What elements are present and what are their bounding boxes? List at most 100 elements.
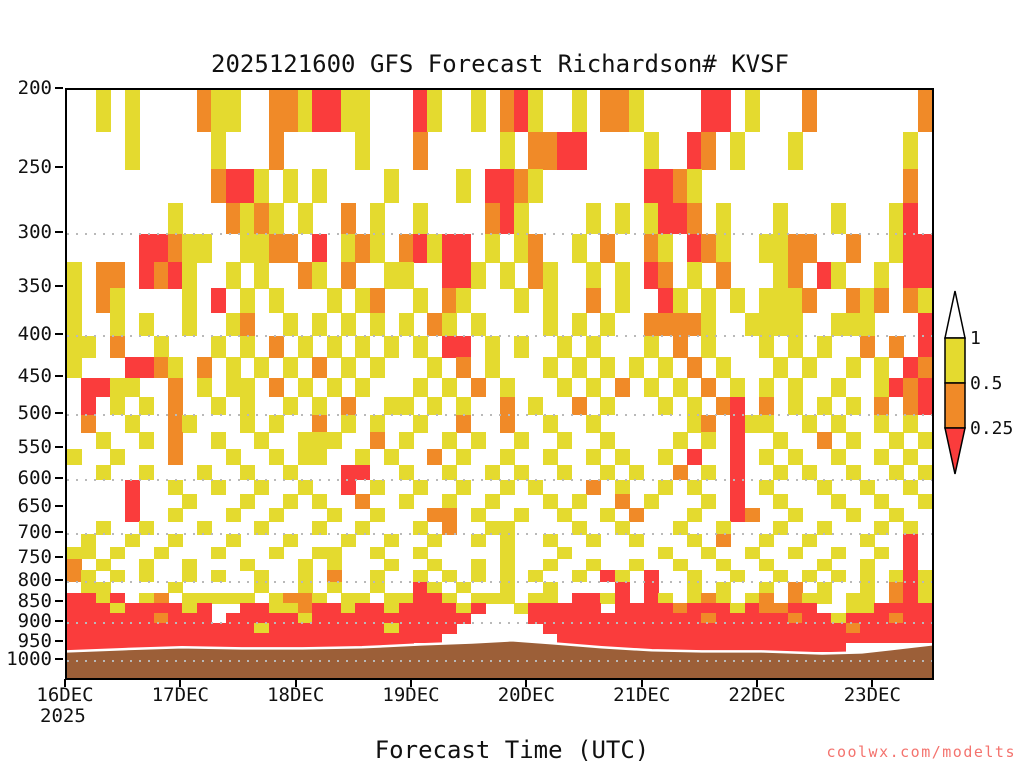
heatmap-cell — [888, 507, 904, 522]
heatmap-cell — [557, 546, 573, 560]
heatmap-cell — [456, 335, 472, 358]
colorbar-band-1 — [944, 337, 966, 384]
heatmap-cell — [441, 613, 457, 624]
heatmap-cell — [211, 90, 227, 133]
heatmap-cell — [413, 633, 428, 644]
heatmap-cell — [225, 169, 241, 204]
heatmap-cell — [600, 312, 616, 337]
heatmap-cell — [297, 432, 313, 450]
heatmap-cell — [81, 414, 97, 433]
heatmap-cell — [903, 288, 919, 314]
heatmap-cell — [340, 613, 356, 624]
heatmap-cell — [845, 613, 861, 624]
heatmap-cell — [888, 464, 904, 481]
heatmap-cell — [513, 603, 529, 614]
heatmap-cell — [903, 202, 919, 235]
heatmap-cell — [81, 613, 97, 624]
heatmap-cell — [802, 534, 818, 548]
heatmap-cell — [744, 603, 760, 614]
heatmap-cell — [211, 633, 227, 644]
heatmap-cell — [672, 288, 688, 314]
heatmap-cell — [297, 90, 313, 133]
heatmap-cell — [139, 396, 155, 416]
heatmap-cell — [672, 377, 688, 398]
heatmap-cell — [600, 623, 616, 634]
heatmap-cell — [629, 623, 645, 634]
heatmap-cell — [586, 613, 601, 624]
heatmap-cell — [686, 262, 702, 290]
heatmap-cell — [643, 603, 659, 614]
heatmap-cell — [413, 603, 428, 614]
heatmap-cell — [787, 448, 803, 466]
heatmap-cell — [413, 90, 428, 133]
heatmap-cell — [413, 131, 428, 170]
heatmap-cell — [715, 396, 731, 416]
heatmap-cell — [182, 288, 198, 314]
heatmap-cell — [240, 202, 255, 235]
heatmap-cell — [456, 613, 472, 624]
heatmap-cell — [398, 494, 414, 509]
heatmap-cell — [701, 335, 717, 358]
heatmap-cell — [730, 570, 746, 583]
heatmap-cell — [586, 558, 601, 571]
heatmap-cell — [326, 507, 342, 522]
heatmap-cell — [413, 335, 428, 358]
heatmap-cell — [845, 592, 861, 604]
heatmap-cell — [629, 642, 645, 653]
heatmap-cell — [211, 288, 227, 314]
heatmap-cell — [95, 90, 111, 133]
heatmap-cell — [715, 603, 731, 614]
y-axis-tick-label: 500 — [17, 401, 52, 424]
heatmap-cell — [67, 623, 82, 634]
heatmap-cell — [225, 592, 241, 604]
heatmap-cell — [240, 414, 255, 433]
heatmap-cell — [297, 581, 313, 594]
y-axis-tick — [55, 600, 63, 603]
heatmap-cell — [759, 288, 774, 314]
heatmap-cell — [139, 613, 155, 624]
heatmap-cell — [643, 312, 659, 337]
heatmap-cell — [369, 570, 385, 583]
heatmap-cell — [730, 642, 746, 653]
heatmap-cell — [167, 414, 183, 433]
heatmap-cell — [686, 507, 702, 522]
y-axis-tick-label: 900 — [17, 610, 52, 633]
heatmap-cell — [355, 90, 371, 133]
heatmap-cell — [730, 131, 746, 170]
heatmap-cell — [427, 448, 443, 466]
heatmap-cell — [672, 603, 688, 614]
heatmap-cell — [312, 592, 328, 604]
heatmap-cell — [802, 570, 818, 583]
heatmap-cell — [254, 581, 270, 594]
watermark-link[interactable]: coolwx.com/modelts — [826, 743, 1016, 761]
heatmap-cell — [773, 633, 789, 644]
heatmap-cell — [369, 233, 385, 263]
heatmap-cell — [499, 558, 515, 571]
heatmap-cell — [730, 432, 746, 450]
heatmap-cell — [268, 414, 284, 433]
pressure-gridline — [67, 334, 932, 337]
y-axis-tick-label: 700 — [17, 521, 52, 544]
heatmap-cell — [369, 357, 385, 379]
heatmap-cell — [831, 202, 847, 235]
heatmap-cell — [917, 262, 932, 290]
heatmap-cell — [196, 357, 212, 379]
heatmap-cell — [427, 592, 443, 604]
heatmap-cell — [355, 288, 371, 314]
heatmap-cell — [859, 592, 875, 604]
heatmap-cell — [413, 377, 428, 398]
heatmap-cell — [629, 464, 645, 481]
heatmap-cell — [701, 642, 717, 653]
heatmap-cell — [124, 90, 140, 133]
x-axis-tick — [294, 679, 297, 687]
heatmap-cell — [340, 414, 356, 433]
heatmap-cell — [831, 623, 847, 634]
heatmap-cell — [614, 581, 630, 594]
heatmap-cell — [600, 570, 616, 583]
heatmap-cell — [903, 521, 919, 535]
heatmap-cell — [456, 288, 472, 314]
heatmap-cell — [225, 377, 241, 398]
heatmap-cell — [571, 521, 587, 535]
heatmap-cell — [888, 613, 904, 624]
heatmap-cell — [658, 603, 674, 614]
